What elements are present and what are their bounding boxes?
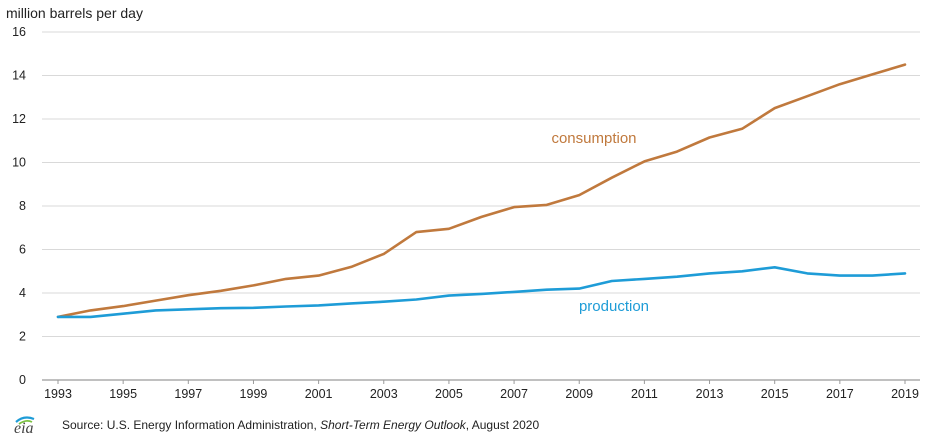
gridlines <box>42 31 920 381</box>
x-tick-label: 2017 <box>826 387 854 401</box>
y-tick-label: 12 <box>12 112 26 126</box>
series-label-consumption: consumption <box>551 130 636 147</box>
source-note: Source: U.S. Energy Information Administ… <box>62 418 539 432</box>
x-tick-label: 2009 <box>565 387 593 401</box>
x-tick-label: 2013 <box>696 387 724 401</box>
series-line-production <box>56 265 907 319</box>
x-axis-ticks: 1993 1995 1997 1999 2001 2003 2005 2007 2009 2011… <box>44 380 919 401</box>
source-prefix: Source: U.S. Energy Information Administ… <box>62 418 321 432</box>
x-tick-label: 2003 <box>370 387 398 401</box>
y-tick-label: 0 <box>19 373 26 387</box>
line-chart: 0 2 4 6 8 10 12 14 16 1993 1995 1997 1999 2001 2003 20… <box>6 5 920 401</box>
x-tick-label: 2011 <box>631 387 658 401</box>
x-tick-label: 2001 <box>305 387 333 401</box>
y-tick-label: 4 <box>19 286 26 300</box>
eia-logo: eia <box>14 416 35 435</box>
y-tick-label: 6 <box>19 243 26 257</box>
y-tick-label: 2 <box>19 330 26 344</box>
y-tick-label: 16 <box>12 25 26 39</box>
series-lines <box>56 63 907 319</box>
x-tick-label: 2019 <box>891 387 919 401</box>
series-line-consumption <box>56 63 907 319</box>
x-tick-label: 2015 <box>761 387 789 401</box>
x-tick-label: 1999 <box>240 387 268 401</box>
x-tick-label: 1997 <box>174 387 202 401</box>
x-tick-label: 2005 <box>435 387 463 401</box>
y-tick-label: 14 <box>12 69 26 83</box>
x-tick-label: 1993 <box>44 387 72 401</box>
source-publication: Short-Term Energy Outlook <box>320 418 466 432</box>
source-suffix: , August 2020 <box>465 418 540 432</box>
series-label-production: production <box>579 298 649 315</box>
svg-text:eia: eia <box>14 420 34 435</box>
y-axis-ticks: 0 2 4 6 8 10 12 14 16 <box>12 25 26 387</box>
x-tick-label: 2007 <box>500 387 528 401</box>
x-tick-label: 1995 <box>109 387 137 401</box>
y-tick-label: 8 <box>19 199 26 213</box>
y-tick-label: 10 <box>12 156 26 170</box>
y-axis-label: million barrels per day <box>6 5 143 21</box>
